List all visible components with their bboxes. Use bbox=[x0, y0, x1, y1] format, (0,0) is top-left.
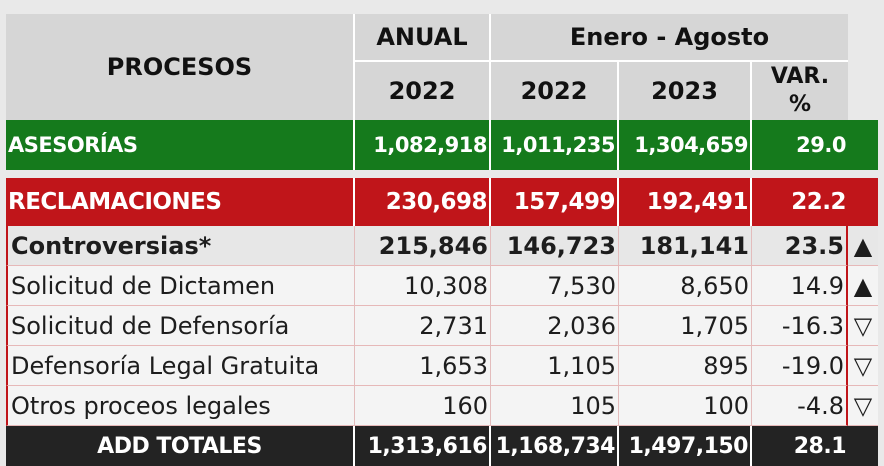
header-procesos: PROCESOS bbox=[6, 14, 355, 120]
trend-down-icon: ▽ bbox=[848, 346, 878, 386]
trend-down-icon: ▽ bbox=[848, 386, 878, 426]
row-label: ADD TOTALES bbox=[6, 426, 355, 466]
value-ea-2022: 7,530 bbox=[491, 266, 619, 306]
trend-down-icon: ▽ bbox=[848, 306, 878, 346]
header-year-2023: 2023 bbox=[619, 60, 752, 120]
row-defensoria: Solicitud de Defensoría 2,731 2,036 1,70… bbox=[6, 306, 878, 346]
header-year-2022: 2022 bbox=[491, 60, 619, 120]
value-anual-2022: 2,731 bbox=[355, 306, 491, 346]
header-year-anual-2022: 2022 bbox=[355, 60, 491, 120]
value-anual-2022: 215,846 bbox=[355, 226, 491, 266]
value-var: -19.0 bbox=[752, 346, 848, 386]
value-ea-2022: 1,011,235 bbox=[491, 120, 619, 170]
row-label: ASESORÍAS bbox=[6, 120, 355, 170]
value-ea-2023: 1,705 bbox=[619, 306, 752, 346]
row-asesorias: ASESORÍAS 1,082,918 1,011,235 1,304,659 … bbox=[6, 120, 878, 170]
value-ea-2022: 1,105 bbox=[491, 346, 619, 386]
value-ea-2023: 8,650 bbox=[619, 266, 752, 306]
value-ea-2023: 100 bbox=[619, 386, 752, 426]
row-dictamen: Solicitud de Dictamen 10,308 7,530 8,650… bbox=[6, 266, 878, 306]
header-var: VAR. % bbox=[752, 60, 848, 120]
row-label: Solicitud de Dictamen bbox=[6, 266, 355, 306]
value-ea-2023: 1,497,150 bbox=[619, 426, 752, 466]
process-table-frame: PROCESOS ANUAL Enero - Agosto 2022 2022 … bbox=[6, 14, 884, 466]
value-ea-2022: 2,036 bbox=[491, 306, 619, 346]
header-anual: ANUAL bbox=[355, 14, 491, 60]
value-var: 23.5 bbox=[752, 226, 848, 266]
row-label: Controversias* bbox=[6, 226, 355, 266]
value-anual-2022: 1,082,918 bbox=[355, 120, 491, 170]
value-var: 29.0 bbox=[752, 120, 848, 170]
value-var: 22.2 bbox=[752, 178, 848, 226]
trend-up-icon: ▲ bbox=[848, 266, 878, 306]
row-otros: Otros proceos legales 160 105 100 -4.8 ▽ bbox=[6, 386, 878, 426]
row-controversias: Controversias* 215,846 146,723 181,141 2… bbox=[6, 226, 878, 266]
header-periodo: Enero - Agosto bbox=[491, 14, 848, 60]
value-ea-2023: 895 bbox=[619, 346, 752, 386]
value-ea-2022: 146,723 bbox=[491, 226, 619, 266]
value-anual-2022: 160 bbox=[355, 386, 491, 426]
value-anual-2022: 230,698 bbox=[355, 178, 491, 226]
value-ea-2022: 1,168,734 bbox=[491, 426, 619, 466]
row-label: Defensoría Legal Gratuita bbox=[6, 346, 355, 386]
value-var: 28.1 bbox=[752, 426, 848, 466]
row-label: Solicitud de Defensoría bbox=[6, 306, 355, 346]
process-table: PROCESOS ANUAL Enero - Agosto 2022 2022 … bbox=[6, 14, 878, 466]
value-ea-2022: 105 bbox=[491, 386, 619, 426]
value-ea-2022: 157,499 bbox=[491, 178, 619, 226]
value-ea-2023: 181,141 bbox=[619, 226, 752, 266]
value-var: -16.3 bbox=[752, 306, 848, 346]
row-gratuita: Defensoría Legal Gratuita 1,653 1,105 89… bbox=[6, 346, 878, 386]
value-var: 14.9 bbox=[752, 266, 848, 306]
value-ea-2023: 192,491 bbox=[619, 178, 752, 226]
row-label: Otros proceos legales bbox=[6, 386, 355, 426]
value-ea-2023: 1,304,659 bbox=[619, 120, 752, 170]
row-totales: ADD TOTALES 1,313,616 1,168,734 1,497,15… bbox=[6, 426, 878, 466]
row-label: RECLAMACIONES bbox=[6, 178, 355, 226]
value-var: -4.8 bbox=[752, 386, 848, 426]
value-anual-2022: 1,653 bbox=[355, 346, 491, 386]
row-reclamaciones: RECLAMACIONES 230,698 157,499 192,491 22… bbox=[6, 178, 878, 226]
trend-up-icon: ▲ bbox=[848, 226, 878, 266]
value-anual-2022: 1,313,616 bbox=[355, 426, 491, 466]
value-anual-2022: 10,308 bbox=[355, 266, 491, 306]
